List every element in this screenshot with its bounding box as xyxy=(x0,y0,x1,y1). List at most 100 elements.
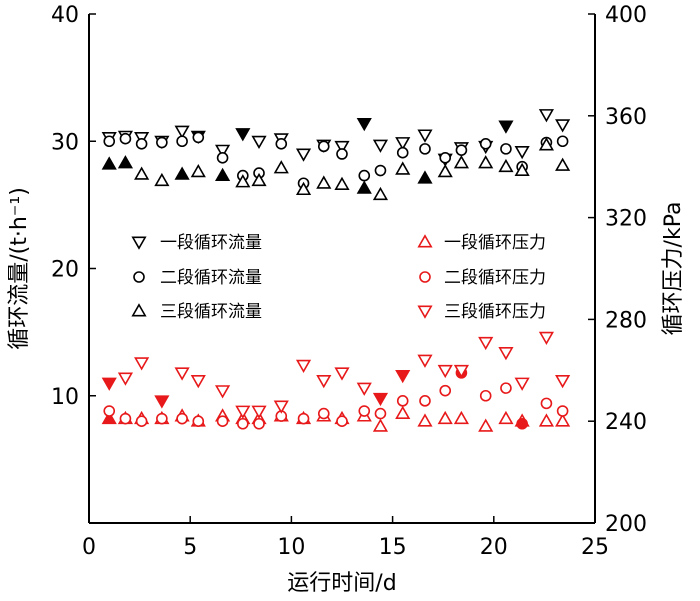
data-point xyxy=(174,125,190,139)
data-point xyxy=(119,412,132,425)
data-point xyxy=(295,181,312,196)
data-point xyxy=(555,375,571,389)
data-point xyxy=(437,364,453,379)
series-3 xyxy=(101,137,571,201)
legend-label: 一段循环流量 xyxy=(160,233,262,253)
legend-item: 三段循环压力 xyxy=(417,302,546,322)
legend-item: 二段循环压力 xyxy=(419,268,546,288)
data-point xyxy=(334,176,350,190)
data-point xyxy=(215,167,231,182)
data-point xyxy=(374,407,387,420)
data-point xyxy=(372,418,389,432)
series-2 xyxy=(103,131,569,190)
data-point xyxy=(317,407,330,420)
data-point xyxy=(176,412,188,425)
legend-marker xyxy=(131,303,147,317)
series-6 xyxy=(101,331,571,419)
data-point xyxy=(478,155,494,169)
y-right-tick-label: 200 xyxy=(605,512,647,537)
x-tick-label: 25 xyxy=(581,535,609,560)
data-point xyxy=(101,377,117,391)
data-point xyxy=(356,117,372,132)
data-point xyxy=(251,172,267,187)
data-point xyxy=(419,395,431,407)
data-point xyxy=(555,157,571,171)
data-point xyxy=(154,172,170,187)
data-point xyxy=(396,146,409,159)
x-tick-label: 20 xyxy=(480,535,508,560)
data-point xyxy=(498,410,514,425)
data-point xyxy=(453,155,469,169)
data-point xyxy=(190,163,206,178)
data-point xyxy=(135,137,148,150)
data-point xyxy=(556,405,569,417)
data-point xyxy=(372,186,389,201)
data-point xyxy=(117,155,134,169)
legend-marker xyxy=(417,305,433,319)
y-left-tick-label: 20 xyxy=(51,258,79,283)
data-point xyxy=(395,369,411,384)
legend-item: 一段循环压力 xyxy=(417,233,546,253)
data-point xyxy=(154,395,170,409)
legend-label: 三段循环流量 xyxy=(160,302,262,322)
data-point xyxy=(334,367,350,381)
legend-item: 三段循环流量 xyxy=(131,302,262,322)
data-point xyxy=(540,397,553,410)
y-left-tick-label: 30 xyxy=(51,130,79,155)
data-point xyxy=(297,412,310,425)
data-point xyxy=(316,375,332,389)
data-point xyxy=(316,175,332,189)
data-point xyxy=(215,144,231,158)
data-point xyxy=(119,132,132,145)
data-point xyxy=(176,135,188,148)
data-point xyxy=(235,174,251,188)
data-point xyxy=(556,135,569,148)
legend-marker xyxy=(419,271,431,283)
y-right-tick-label: 360 xyxy=(605,105,647,130)
data-point xyxy=(395,137,411,151)
data-point xyxy=(538,109,555,123)
data-point xyxy=(498,120,514,134)
data-point xyxy=(103,135,116,148)
legend-marker xyxy=(133,271,145,283)
data-point xyxy=(516,417,528,430)
data-point xyxy=(500,382,512,394)
data-point xyxy=(478,336,494,351)
data-point xyxy=(538,137,555,151)
legend-marker xyxy=(131,236,147,250)
data-point xyxy=(134,166,150,180)
data-point xyxy=(538,331,555,346)
data-point xyxy=(253,417,265,430)
data-point xyxy=(538,413,555,427)
data-point xyxy=(216,151,229,164)
x-tick-label: 0 xyxy=(82,535,96,560)
data-point xyxy=(101,410,117,425)
y-left-tick-label: 10 xyxy=(51,385,79,410)
data-point xyxy=(237,417,249,430)
data-point xyxy=(514,162,530,176)
data-point xyxy=(117,372,134,386)
y-right-tick-label: 240 xyxy=(605,410,647,435)
series-5 xyxy=(103,367,569,430)
data-point xyxy=(498,158,514,173)
data-point xyxy=(419,143,431,155)
data-point xyxy=(479,389,492,402)
data-point xyxy=(334,140,350,155)
legend-item: 一段循环流量 xyxy=(131,233,262,253)
data-point xyxy=(372,392,389,407)
series-1 xyxy=(101,109,571,167)
data-point xyxy=(295,148,312,162)
x-tick-label: 10 xyxy=(277,535,305,560)
legend-marker xyxy=(417,234,433,248)
data-point xyxy=(555,119,571,133)
y-right-tick-label: 400 xyxy=(605,3,647,28)
data-point xyxy=(336,415,348,428)
data-point xyxy=(192,131,205,144)
data-point xyxy=(395,161,411,175)
data-point xyxy=(555,413,571,427)
x-axis-title: 运行时间/d xyxy=(287,571,396,596)
y-left-tick-label: 40 xyxy=(51,3,79,28)
data-point xyxy=(190,375,206,389)
